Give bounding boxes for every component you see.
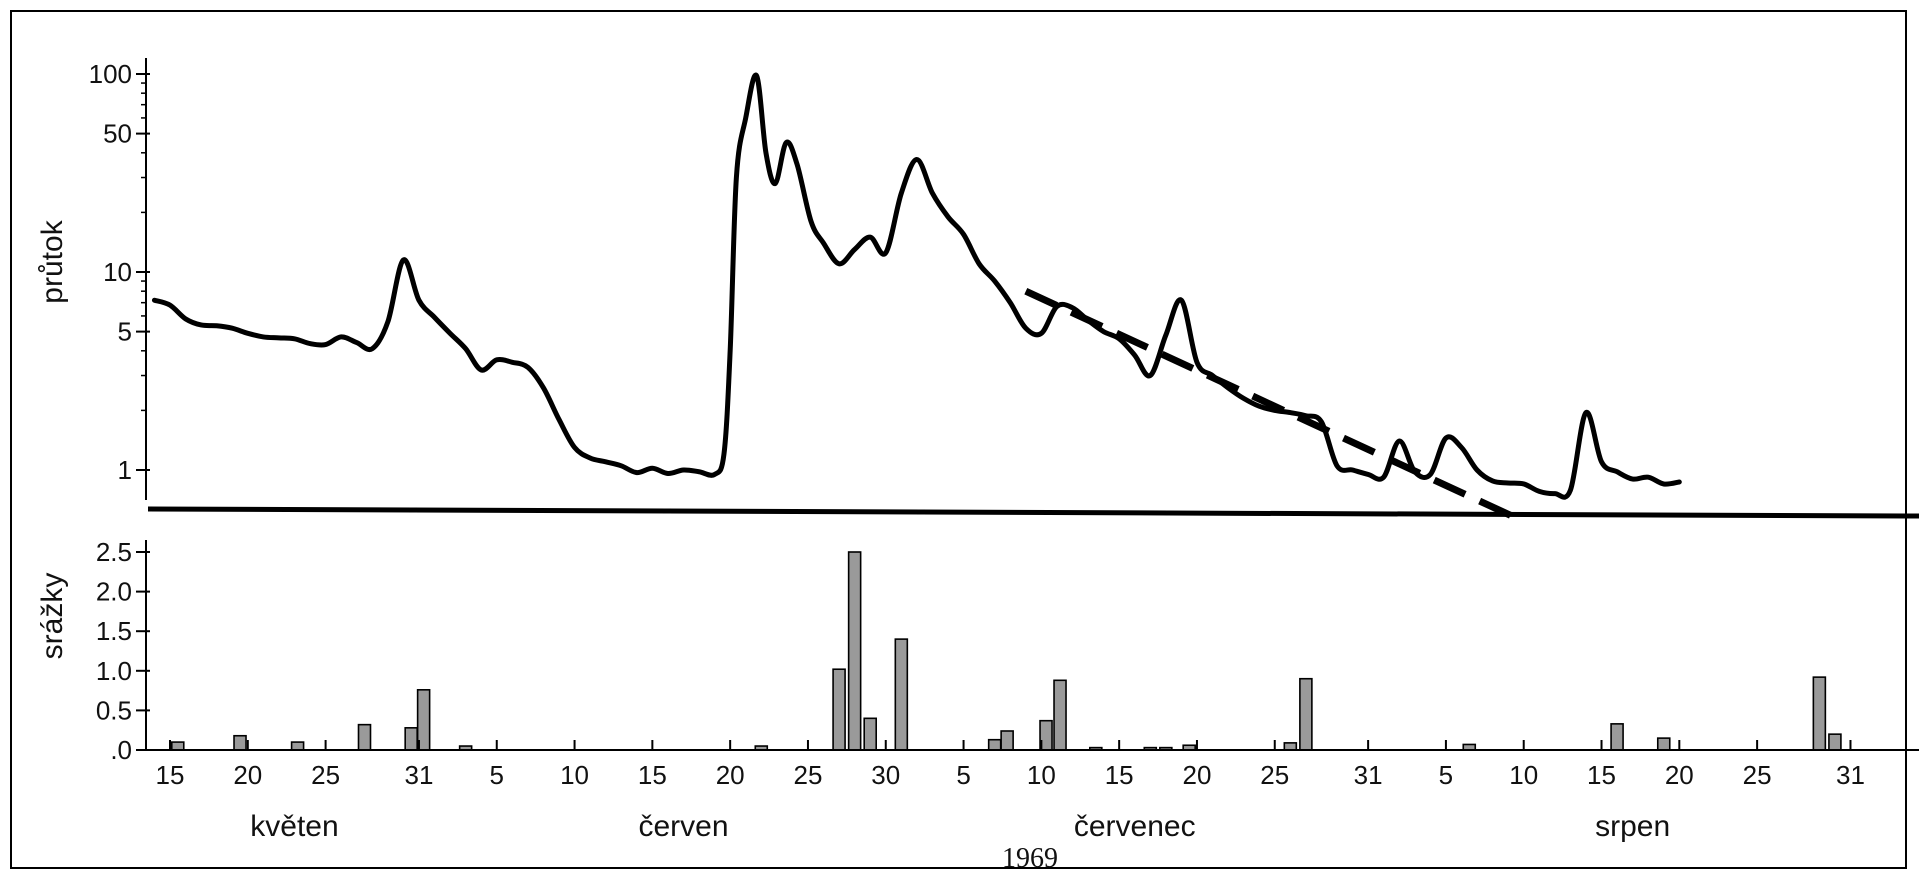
precipitation-bar [1283,742,1298,751]
month-labels: květen červen červenec srpen [250,810,1670,843]
x-tick-label: 20 [716,760,745,790]
precip-tick-label: 0.5 [96,695,132,725]
precipitation-bar [404,727,418,751]
x-tick-label: 25 [793,760,822,790]
month-label: červenec [1074,810,1196,843]
x-tick-label: 15 [1105,760,1134,790]
panel-separator [147,506,1919,519]
precipitation-bar [863,717,878,751]
precipitation-bar [987,738,1002,751]
x-tick-label: 5 [1439,760,1453,790]
precipitation-bar [1610,723,1624,751]
flow-axis-title: průtok [36,219,69,303]
precipitation-bar [1656,737,1671,751]
precipitation-bar [170,741,185,751]
x-tick-label: 31 [1354,760,1383,790]
flow-tick-label: 100 [89,59,132,89]
precipitation-bar [290,741,305,751]
flow-series-line [151,72,1682,500]
x-tick-label: 25 [1260,760,1289,790]
x-tick-label: 5 [956,760,970,790]
x-tick-label: 20 [1182,760,1211,790]
x-tick-label: 31 [1836,760,1865,790]
chart-frame [10,10,1907,869]
precipitation-bar [1299,677,1313,751]
precip-tick-label: .0 [110,735,132,765]
precipitation-bar [894,638,909,751]
x-tick-label: 10 [1509,760,1538,790]
month-label: srpen [1595,810,1670,843]
x-tick-label: 15 [156,760,185,790]
precip-tick-label: 2.0 [96,577,132,607]
precipitation-bar [1828,733,1842,751]
precip-tick-label: 2.5 [96,537,132,567]
precipitation-bar [1812,676,1827,751]
month-label: květen [250,810,338,843]
year-label: 1969 [1002,843,1058,874]
x-tick-label: 25 [311,760,340,790]
x-tick-label: 25 [1743,760,1772,790]
x-tick-label: 10 [560,760,589,790]
precipitation-bar [1000,730,1014,751]
precipitation-bar [832,668,846,751]
x-tick-label: 10 [1027,760,1056,790]
precip-tick-label: 1.5 [96,616,132,646]
x-tick-label: 15 [1587,760,1616,790]
flow-y-axis: 1 5 10 50 100 [89,58,150,500]
precipitation-axis-title: srážky [36,573,69,660]
x-tick-label: 20 [233,760,262,790]
x-axis-ticks: 15 20 25 31 5 10 15 20 25 30 5 10 15 20 25 31 5 10 15 20 25 3… [156,740,1865,790]
x-tick-label: 30 [871,760,900,790]
flow-tick-label: 50 [103,119,132,149]
x-tick-label: 31 [404,760,433,790]
month-label: červen [638,810,728,843]
flow-tick-label: 5 [118,317,132,347]
x-tick-label: 20 [1665,760,1694,790]
flow-tick-label: 1 [118,455,132,485]
precipitation-bar [233,734,247,751]
x-tick-label: 15 [638,760,667,790]
precipitation-bar [1053,679,1067,751]
precipitation-bar [847,551,862,751]
recession-trend-line [1024,288,1526,525]
precipitation-bar [357,723,372,751]
x-tick-label: 5 [490,760,504,790]
precipitation-bars [170,551,1842,751]
flow-tick-label: 10 [103,257,132,287]
precip-tick-label: 1.0 [96,656,132,686]
precipitation-y-axis: .0 0.5 1.0 1.5 2.0 2.5 [96,537,150,765]
